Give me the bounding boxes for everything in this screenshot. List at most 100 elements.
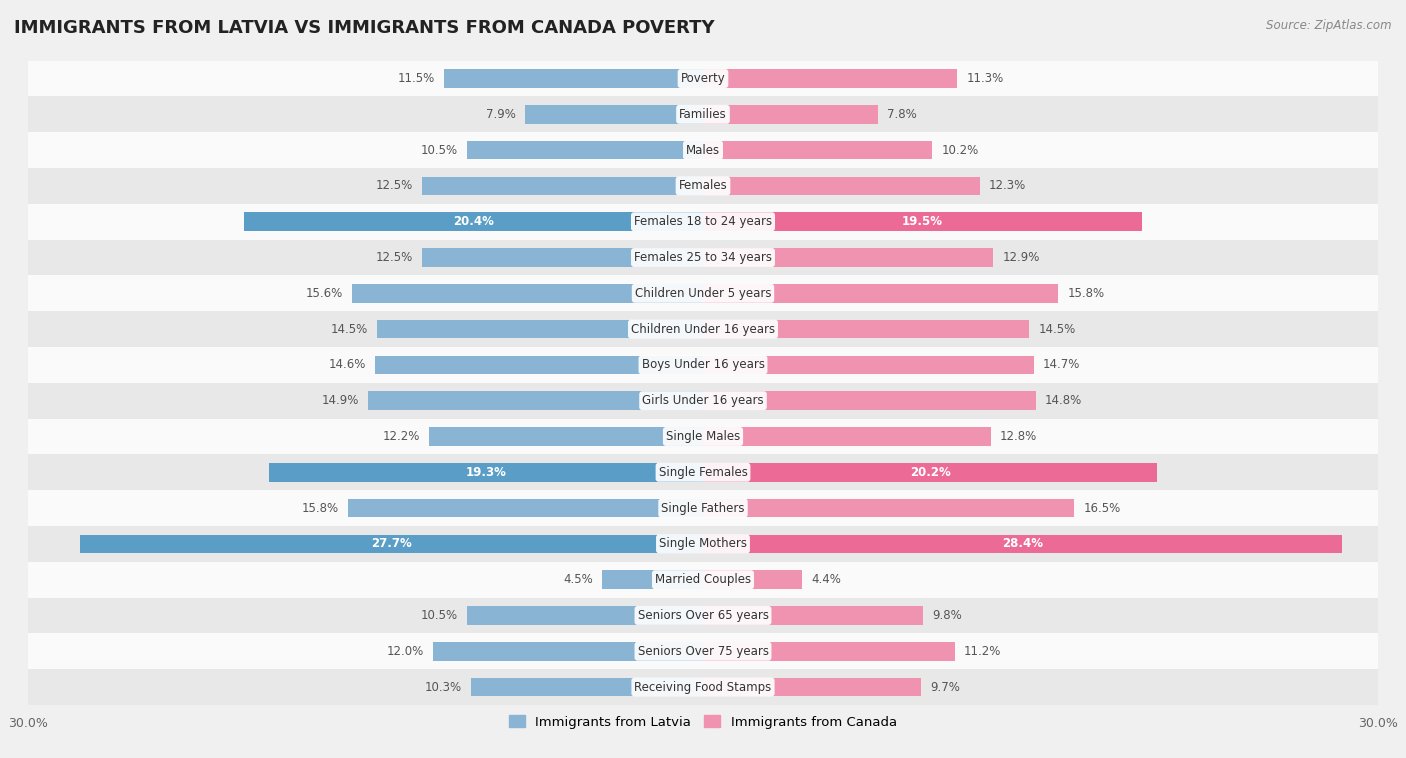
- Text: 11.5%: 11.5%: [398, 72, 436, 85]
- Text: 19.3%: 19.3%: [465, 465, 506, 479]
- Text: 14.5%: 14.5%: [330, 323, 368, 336]
- Bar: [703, 248, 993, 267]
- Bar: [28, 562, 1378, 597]
- Bar: [422, 248, 703, 267]
- Text: 9.8%: 9.8%: [932, 609, 962, 622]
- Text: 11.3%: 11.3%: [966, 72, 1004, 85]
- Text: 15.8%: 15.8%: [1067, 287, 1105, 300]
- Text: 4.4%: 4.4%: [811, 573, 841, 586]
- Text: Single Females: Single Females: [658, 465, 748, 479]
- Bar: [28, 168, 1378, 204]
- Text: Single Mothers: Single Mothers: [659, 537, 747, 550]
- Text: 12.5%: 12.5%: [375, 251, 413, 264]
- Text: 14.8%: 14.8%: [1045, 394, 1083, 407]
- Bar: [703, 642, 955, 660]
- Text: Seniors Over 65 years: Seniors Over 65 years: [637, 609, 769, 622]
- Text: 27.7%: 27.7%: [371, 537, 412, 550]
- Text: IMMIGRANTS FROM LATVIA VS IMMIGRANTS FROM CANADA POVERTY: IMMIGRANTS FROM LATVIA VS IMMIGRANTS FRO…: [14, 19, 714, 37]
- Text: Single Males: Single Males: [666, 430, 740, 443]
- Bar: [28, 597, 1378, 634]
- Bar: [471, 678, 703, 697]
- Text: 10.5%: 10.5%: [420, 609, 458, 622]
- Text: 10.5%: 10.5%: [420, 143, 458, 157]
- Text: 7.8%: 7.8%: [887, 108, 917, 121]
- Bar: [703, 356, 1033, 374]
- Text: 10.3%: 10.3%: [425, 681, 463, 694]
- Bar: [703, 570, 801, 589]
- Bar: [703, 678, 921, 697]
- Bar: [429, 428, 703, 446]
- Bar: [245, 212, 703, 231]
- Text: Poverty: Poverty: [681, 72, 725, 85]
- Text: 16.5%: 16.5%: [1083, 502, 1121, 515]
- Text: Children Under 5 years: Children Under 5 years: [634, 287, 772, 300]
- Text: Families: Families: [679, 108, 727, 121]
- Text: 20.2%: 20.2%: [910, 465, 950, 479]
- Text: 7.9%: 7.9%: [486, 108, 516, 121]
- Text: 15.6%: 15.6%: [307, 287, 343, 300]
- Bar: [703, 320, 1029, 338]
- Text: Females 18 to 24 years: Females 18 to 24 years: [634, 215, 772, 228]
- Text: 12.8%: 12.8%: [1000, 430, 1038, 443]
- Bar: [28, 61, 1378, 96]
- Bar: [703, 105, 879, 124]
- Bar: [377, 320, 703, 338]
- Bar: [433, 642, 703, 660]
- Bar: [703, 177, 980, 196]
- Text: Single Fathers: Single Fathers: [661, 502, 745, 515]
- Bar: [703, 606, 924, 625]
- Text: 4.5%: 4.5%: [562, 573, 593, 586]
- Bar: [703, 428, 991, 446]
- Bar: [28, 526, 1378, 562]
- Text: Females: Females: [679, 180, 727, 193]
- Bar: [28, 275, 1378, 312]
- Legend: Immigrants from Latvia, Immigrants from Canada: Immigrants from Latvia, Immigrants from …: [503, 709, 903, 734]
- Bar: [703, 499, 1074, 518]
- Bar: [28, 240, 1378, 275]
- Text: 19.5%: 19.5%: [901, 215, 943, 228]
- Bar: [703, 212, 1142, 231]
- Text: Seniors Over 75 years: Seniors Over 75 years: [637, 645, 769, 658]
- Bar: [28, 96, 1378, 132]
- Text: Males: Males: [686, 143, 720, 157]
- Bar: [80, 534, 703, 553]
- Bar: [374, 356, 703, 374]
- Text: 12.3%: 12.3%: [988, 180, 1026, 193]
- Text: Children Under 16 years: Children Under 16 years: [631, 323, 775, 336]
- Text: Receiving Food Stamps: Receiving Food Stamps: [634, 681, 772, 694]
- Bar: [28, 454, 1378, 490]
- Bar: [28, 204, 1378, 240]
- Text: 12.0%: 12.0%: [387, 645, 425, 658]
- Text: 28.4%: 28.4%: [1002, 537, 1043, 550]
- Bar: [28, 312, 1378, 347]
- Text: Source: ZipAtlas.com: Source: ZipAtlas.com: [1267, 19, 1392, 32]
- Bar: [526, 105, 703, 124]
- Bar: [28, 383, 1378, 418]
- Bar: [467, 606, 703, 625]
- Text: Females 25 to 34 years: Females 25 to 34 years: [634, 251, 772, 264]
- Bar: [703, 534, 1341, 553]
- Bar: [28, 132, 1378, 168]
- Text: 10.2%: 10.2%: [942, 143, 979, 157]
- Text: 9.7%: 9.7%: [931, 681, 960, 694]
- Text: Boys Under 16 years: Boys Under 16 years: [641, 359, 765, 371]
- Text: 20.4%: 20.4%: [453, 215, 494, 228]
- Bar: [703, 141, 932, 159]
- Bar: [467, 141, 703, 159]
- Bar: [703, 284, 1059, 302]
- Text: 15.8%: 15.8%: [301, 502, 339, 515]
- Bar: [28, 669, 1378, 705]
- Bar: [368, 391, 703, 410]
- Text: 12.5%: 12.5%: [375, 180, 413, 193]
- Text: 14.9%: 14.9%: [322, 394, 359, 407]
- Bar: [28, 490, 1378, 526]
- Text: 12.9%: 12.9%: [1002, 251, 1039, 264]
- Text: 11.2%: 11.2%: [965, 645, 1001, 658]
- Bar: [602, 570, 703, 589]
- Text: 12.2%: 12.2%: [382, 430, 419, 443]
- Text: 14.5%: 14.5%: [1038, 323, 1076, 336]
- Bar: [352, 284, 703, 302]
- Bar: [444, 69, 703, 88]
- Bar: [28, 634, 1378, 669]
- Bar: [422, 177, 703, 196]
